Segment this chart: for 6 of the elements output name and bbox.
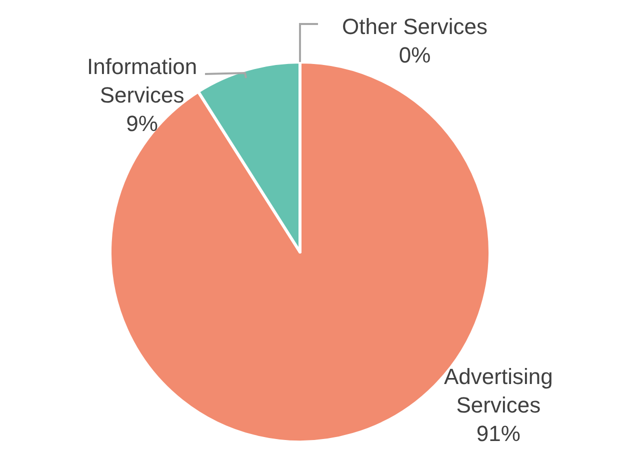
slice-label: Advertising Services <box>444 364 553 418</box>
category-label: Other Services <box>342 14 488 39</box>
data-label: 9% <box>126 111 158 136</box>
data-label: 91% <box>476 421 520 446</box>
text: 0% <box>398 42 431 68</box>
slice-label: Information Services <box>87 54 198 108</box>
